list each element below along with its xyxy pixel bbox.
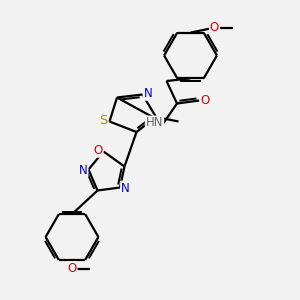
Text: S: S: [99, 114, 107, 127]
Text: N: N: [121, 182, 130, 195]
Text: O: O: [210, 21, 219, 34]
Text: O: O: [68, 262, 76, 275]
Text: HN: HN: [146, 116, 163, 130]
Text: N: N: [79, 164, 88, 177]
Text: N: N: [143, 87, 152, 100]
Text: O: O: [200, 94, 209, 107]
Text: O: O: [94, 144, 103, 157]
